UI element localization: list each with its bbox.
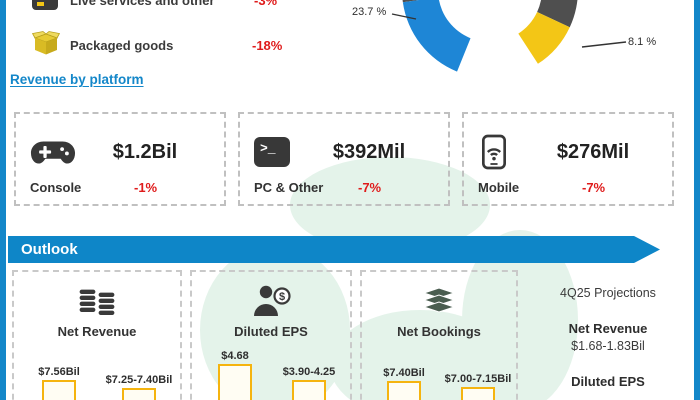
bar <box>387 381 421 400</box>
mobile-revenue-value: $276Mil <box>556 140 630 163</box>
bar-value-label: $4.68 <box>221 350 249 362</box>
outlook-banner-title: Outlook <box>21 241 78 258</box>
mobile-label: Mobile <box>478 180 520 195</box>
breakdown-change-live-services: -3% <box>254 0 278 8</box>
platform-card-mobile: $276Mil Mobile -7% <box>462 112 674 206</box>
bar-value-label: $7.56Bil <box>38 366 80 378</box>
net-revenue-bar-actual: $7.56Bil <box>26 366 92 400</box>
live-services-icon-detail <box>37 2 44 6</box>
net-revenue-title: Net Revenue <box>57 324 137 339</box>
mobile-change: -7% <box>582 180 606 195</box>
live-services-icon <box>32 0 58 10</box>
platform-card-console: $1.2Bil Console -1% <box>14 112 226 206</box>
projection-net-revenue-label: Net Revenue <box>568 321 648 336</box>
revenue-by-platform-heading: Revenue by platform <box>10 72 144 87</box>
bar <box>461 387 495 400</box>
books-stack-icon <box>362 282 516 318</box>
pc-change: -7% <box>358 180 382 195</box>
pie-label-yellow: 8.1 % <box>628 36 657 48</box>
net-bookings-title: Net Bookings <box>397 324 481 339</box>
pie-callout-line-yellow <box>581 41 627 48</box>
bar <box>218 364 252 400</box>
net-bookings-pie-chart <box>340 0 640 88</box>
projection-net-revenue-value: $1.68-1.83Bil <box>571 339 645 353</box>
coins-icon <box>14 282 180 318</box>
outlook-column-diluted-eps: $ Diluted EPS $4.68 $3.90-4.25 <box>190 270 352 400</box>
outlook-banner: Outlook <box>8 236 660 263</box>
diluted-eps-bar-actual: $4.68 <box>204 350 266 400</box>
breakdown-label-packaged-goods: Packaged goods <box>70 38 174 53</box>
packaged-goods-icon <box>32 31 60 55</box>
pie-segment-yellow <box>518 11 570 64</box>
pie-segment-gray <box>402 0 578 28</box>
net-bookings-bar-actual: $7.40Bil <box>372 367 436 400</box>
breakdown-label-live-services: Live services and other <box>70 0 215 8</box>
pie-label-blue: 23.7 % <box>352 6 387 18</box>
terminal-icon: >_ <box>254 137 304 167</box>
pie-callout-line-blue <box>391 13 417 20</box>
page-border-left <box>0 0 6 400</box>
console-label: Console <box>30 180 82 195</box>
outlook-column-net-revenue: Net Revenue $7.56Bil $7.25-7.40Bil <box>12 270 182 400</box>
diluted-eps-bar-guidance: $3.90-4.25 <box>272 366 346 400</box>
bar <box>292 380 326 400</box>
page-border-right <box>694 0 700 400</box>
bar-value-label: $7.40Bil <box>383 367 425 379</box>
projection-diluted-eps-label: Diluted EPS <box>571 374 645 389</box>
projections-title: 4Q25 Projections <box>560 286 656 300</box>
pc-label: PC & Other <box>254 180 324 195</box>
net-bookings-bar-guidance: $7.00-7.15Bil <box>440 373 516 400</box>
bar <box>42 380 76 400</box>
bar-value-label: $3.90-4.25 <box>282 366 336 378</box>
pie-segment-blue <box>402 0 471 72</box>
outlook-column-net-bookings: Net Bookings $7.40Bil $7.00-7.15Bil <box>360 270 518 400</box>
platform-card-pc-other: >_ $392Mil PC & Other -7% <box>238 112 450 206</box>
svg-text:$: $ <box>279 291 285 303</box>
net-revenue-bar-guidance: $7.25-7.40Bil <box>100 374 178 400</box>
mobile-phone-icon <box>478 132 528 172</box>
console-change: -1% <box>134 180 158 195</box>
bar-value-label: $7.00-7.15Bil <box>444 373 512 385</box>
gamepad-icon <box>30 137 80 167</box>
diluted-eps-title: Diluted EPS <box>234 324 308 339</box>
platform-cards-row: $1.2Bil Console -1% >_ $392Mil <box>14 112 674 206</box>
bar-value-label: $7.25-7.40Bil <box>105 374 173 386</box>
person-dollar-icon: $ <box>192 282 350 318</box>
console-revenue-value: $1.2Bil <box>112 140 178 163</box>
bar <box>122 388 156 400</box>
breakdown-change-packaged-goods: -18% <box>252 38 283 53</box>
pc-revenue-value: $392Mil <box>332 140 406 163</box>
projections-column: 4Q25 Projections Net Revenue $1.68-1.83B… <box>526 270 690 400</box>
